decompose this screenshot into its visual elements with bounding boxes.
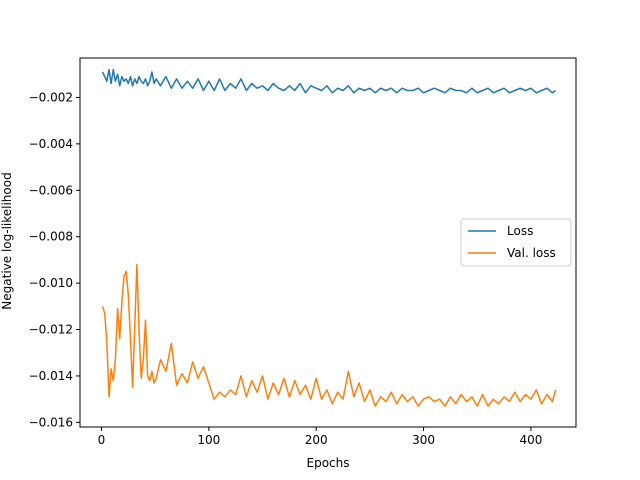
legend: Loss Val. loss	[460, 218, 572, 267]
series-line-2	[101, 263, 557, 407]
y-axis-label: Negative log-likelihood	[0, 172, 14, 309]
y-tick-label: −0.012	[29, 323, 73, 337]
y-tick-label: −0.002	[29, 90, 73, 104]
y-tick-label: −0.016	[29, 415, 73, 429]
x-tick-label: 200	[305, 433, 328, 447]
series-layer	[101, 68, 557, 407]
legend-label: Val. loss	[507, 246, 556, 260]
y-tick-label: −0.010	[29, 276, 73, 290]
x-tick-label: 100	[197, 433, 220, 447]
series-line-1	[101, 68, 557, 94]
y-tick-label: −0.008	[29, 230, 73, 244]
y-axis-ticks: −0.002 −0.004 −0.006 −0.008 −0.010 −0.012 −0.0…	[29, 90, 80, 429]
x-tick-label: 300	[412, 433, 435, 447]
x-axis-ticks: 0 100 200 300 400	[98, 427, 542, 447]
y-tick-label: −0.014	[29, 369, 73, 383]
x-tick-label: 400	[519, 433, 542, 447]
y-tick-label: −0.004	[29, 137, 73, 151]
y-tick-label: −0.006	[29, 183, 73, 197]
legend-label: Loss	[507, 224, 533, 238]
x-axis-label: Epochs	[307, 456, 350, 470]
x-tick-label: 0	[98, 433, 106, 447]
